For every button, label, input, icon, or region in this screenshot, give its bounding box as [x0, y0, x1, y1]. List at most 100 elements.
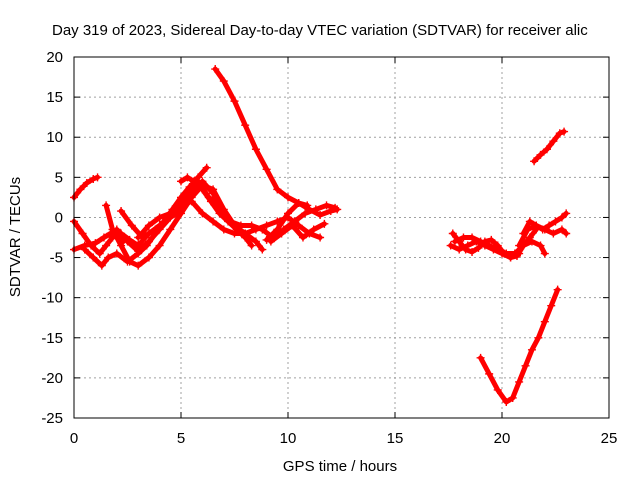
- data-point: [117, 207, 126, 216]
- data-point: [448, 229, 457, 238]
- data-point: [560, 127, 569, 136]
- data-point: [527, 345, 536, 354]
- data-point: [258, 245, 267, 254]
- data-point: [557, 225, 566, 234]
- data-point: [215, 209, 224, 218]
- data-point: [508, 393, 517, 402]
- data-point: [532, 221, 541, 230]
- data-point: [102, 201, 111, 210]
- data-point: [333, 205, 342, 214]
- data-point: [232, 225, 241, 234]
- x-tick-label: 0: [70, 430, 78, 447]
- data-point: [224, 217, 233, 226]
- data-point: [468, 233, 477, 242]
- data-point: [555, 129, 564, 138]
- data-point: [476, 353, 485, 362]
- data-point: [112, 249, 121, 258]
- data-point: [553, 285, 562, 294]
- x-tick-label: 10: [280, 430, 297, 447]
- data-point: [273, 185, 282, 194]
- data-point: [209, 189, 218, 198]
- y-tick-label: 0: [55, 209, 63, 226]
- x-axis-label: GPS time / hours: [283, 458, 397, 475]
- data-point: [183, 189, 192, 198]
- data-point: [309, 225, 318, 234]
- data-point: [534, 333, 543, 342]
- data-point: [219, 225, 228, 234]
- data-point: [134, 233, 143, 242]
- data-point: [502, 397, 511, 406]
- data-point: [251, 225, 260, 234]
- y-tick-label: 5: [55, 169, 63, 186]
- data-point: [485, 369, 494, 378]
- y-tick-label: -20: [41, 370, 63, 387]
- data-point: [144, 221, 153, 230]
- data-point: [198, 185, 207, 194]
- data-point: [545, 221, 554, 230]
- series-arc-19: [476, 285, 562, 406]
- data-point: [284, 193, 292, 202]
- data-point: [202, 163, 211, 172]
- data-point: [446, 241, 455, 250]
- data-point: [219, 77, 228, 86]
- data-point: [485, 241, 494, 250]
- data-point: [144, 237, 153, 246]
- data-point: [177, 177, 185, 186]
- axis-ticks: 0 5 10 15 20 25 20 15 10 5 0 -5 -10 -15 -20 -25: [41, 49, 617, 447]
- data-point: [76, 185, 85, 194]
- data-point: [493, 385, 502, 394]
- data-point: [463, 241, 472, 250]
- y-tick-label: 20: [46, 49, 63, 66]
- data-point: [206, 197, 215, 206]
- data-point: [247, 241, 256, 250]
- data-point: [78, 229, 87, 238]
- y-tick-label: -15: [41, 330, 63, 347]
- series-arc-17: [519, 209, 571, 238]
- data-point: [322, 201, 331, 210]
- data-point: [536, 150, 545, 159]
- data-point: [89, 174, 98, 183]
- data-point: [540, 249, 549, 258]
- y-tick-label: -5: [50, 250, 63, 267]
- data-point: [97, 261, 106, 270]
- y-tick-label: -10: [41, 290, 63, 307]
- data-point: [493, 245, 502, 254]
- data-point: [455, 245, 464, 254]
- data-point: [211, 65, 220, 74]
- data-point: [112, 225, 121, 234]
- y-tick-label: -25: [41, 410, 63, 427]
- data-point: [151, 225, 160, 234]
- data-point: [515, 241, 524, 250]
- series-arc-12: [266, 219, 329, 246]
- data-point: [316, 233, 325, 242]
- data-point: [519, 229, 528, 238]
- series-arc-09: [177, 173, 256, 250]
- data-point: [183, 173, 192, 182]
- data-point: [89, 253, 98, 262]
- series-arc-18: [530, 127, 569, 166]
- data-point: [562, 229, 571, 238]
- data-point: [326, 207, 335, 216]
- y-tick-label: 10: [46, 129, 63, 146]
- data-point: [187, 197, 196, 206]
- x-tick-label: 15: [387, 430, 404, 447]
- data-point: [127, 221, 136, 230]
- x-tick-label: 20: [494, 430, 511, 447]
- series-arc-15: [450, 233, 549, 258]
- data-point: [459, 233, 468, 242]
- data-point: [562, 209, 571, 218]
- series-trace: [212, 66, 310, 208]
- data-point: [262, 165, 271, 174]
- data-point: [320, 219, 329, 228]
- data-point: [230, 97, 239, 106]
- data-point: [241, 233, 250, 242]
- x-tick-label: 5: [177, 430, 185, 447]
- data-point: [450, 237, 459, 246]
- data-point: [316, 211, 325, 220]
- data-point: [487, 235, 496, 244]
- data-point: [284, 209, 292, 218]
- data-point: [95, 249, 104, 258]
- data-point: [301, 209, 310, 218]
- data-point: [166, 225, 175, 234]
